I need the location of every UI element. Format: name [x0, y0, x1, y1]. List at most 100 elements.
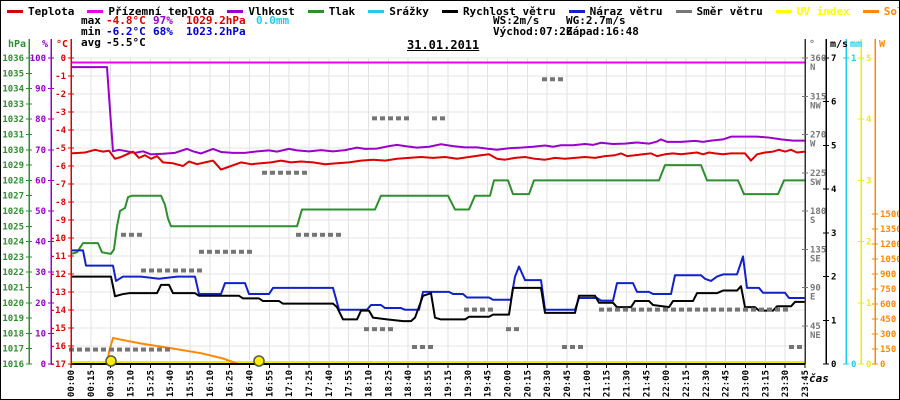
axis-tick-label-dir: 270 [810, 131, 826, 141]
axis-header-rain: mm [850, 39, 863, 50]
axis-tick-label-pres: 1024 [2, 238, 24, 248]
stats-value: -5.5°C [106, 36, 146, 49]
axis-tick-label-pres: 1025 [2, 222, 24, 232]
series-smer-vetru-dot [789, 345, 794, 349]
x-tick-label: 21:15 [603, 370, 613, 397]
axis-tick-label-temp: -9 [55, 216, 66, 226]
axis-tick-sublabel-dir: NW [810, 101, 821, 111]
axis-tick-sublabel-dir: NE [810, 331, 821, 341]
axis-tick-label-solar: 0 [880, 360, 885, 370]
x-tick-label: 00:30 [107, 370, 117, 397]
x-tick-label: 20:15 [523, 370, 533, 397]
series-smer-vetru-dot [117, 347, 122, 352]
series-smer-vetru-dot [783, 307, 788, 312]
x-tick-label: 16:25 [226, 370, 236, 397]
series-smer-vetru-dot [173, 268, 178, 273]
x-tick-label: 16:55 [265, 370, 275, 397]
axis-tick-label-uv: 2 [866, 238, 871, 248]
x-tick-label: 16:10 [206, 370, 216, 397]
series-teplota [70, 148, 806, 171]
axis-header-wind: m/s [830, 39, 849, 50]
series-smer-vetru-dot [578, 345, 583, 349]
axis-tick-label-temp: 0 [61, 54, 66, 64]
axis-tick-label-dir: 315 [810, 92, 826, 102]
x-tick-label: 23:45 [801, 370, 811, 397]
x-tick-label: 21:30 [622, 370, 632, 397]
series-smer-vetru-dot [428, 345, 433, 349]
series-smer-vetru-dot [623, 307, 628, 312]
legend: Teplota Přízemní teplota Vlhkost Tlak Srážky… [7, 5, 899, 18]
axis-tick-label-pres: 1026 [2, 207, 24, 217]
x-tick-label: 19:45 [484, 370, 494, 397]
series-smer-vetru-dot [149, 268, 154, 273]
series-smer-vetru-dot [372, 327, 377, 332]
x-tick-label: 20:30 [543, 370, 553, 397]
info-value: Západ:16:48 [566, 25, 639, 38]
legend-dash-uv-index [775, 10, 792, 13]
stats-label: max [81, 14, 101, 27]
axis-tick-label-pres: 1032 [2, 115, 24, 125]
x-axis-title: čas [809, 372, 829, 385]
x-tick-label: 15:10 [127, 370, 137, 397]
axis-tick-label-solar: 300 [880, 330, 896, 340]
axis-tick-sublabel-dir: SW [810, 178, 821, 188]
axis-tick-label-solar: 450 [880, 315, 896, 325]
axis-tick-label-wind: 1 [831, 316, 836, 326]
series-smer-vetru-dot [488, 307, 493, 312]
axis-tick-label-wind: 4 [831, 185, 837, 195]
stats-row-avg: avg -5.5°C [81, 37, 316, 48]
legend-label-srazky: Srážky [389, 5, 429, 18]
axis-tick-label-solar: 150 [880, 345, 896, 355]
axis-tick-label-wind: 5 [831, 141, 836, 151]
axis-tick-label-pres: 1033 [2, 100, 24, 110]
axis-tick-label-hum: 90 [35, 85, 46, 95]
series-smer-vetru-dot [412, 345, 417, 349]
x-tick-label: 00:15 [87, 370, 97, 397]
legend-item-srazky: Srážky [368, 5, 429, 18]
series-smer-vetru-dot [380, 327, 385, 332]
axis-tick-label-pres: 1023 [2, 253, 24, 263]
legend-label-uv-index: UV index [796, 5, 850, 18]
series-solar [71, 337, 805, 365]
axis-tick-label-wind: 0 [831, 360, 836, 370]
axis-tick-label-temp: -1 [55, 72, 66, 82]
stats-value: 68% [153, 25, 173, 38]
axis-tick-label-wind: 6 [831, 98, 836, 108]
legend-item-rychlost-vetru: Rychlost větru [441, 5, 556, 18]
axis-tick-label-rain: 0 [851, 360, 856, 370]
series-smer-vetru-dot [125, 347, 130, 352]
axis-tick-label-temp: -11 [50, 252, 66, 262]
legend-item-tlak: Tlak [307, 5, 355, 18]
series-smer-vetru-dot [558, 77, 563, 82]
axis-header-solar: W [879, 39, 886, 50]
x-tick-label: 00:00 [67, 370, 77, 397]
series-smer-vetru-dot [570, 345, 575, 349]
series-smer-vetru-dot [432, 116, 437, 121]
legend-item-naraz-vetru: Náraz větru [568, 5, 663, 18]
series-smer-vetru-dot [671, 307, 676, 312]
stats-label: avg [81, 36, 101, 49]
legend-dash-solar [862, 10, 879, 13]
series-smer-vetru-dot [304, 232, 309, 237]
axis-tick-label-hum: 30 [35, 268, 46, 278]
x-tick-label: 19:15 [444, 370, 454, 397]
stats-value: -6.2°C [106, 25, 146, 38]
stats-block: max -4.8°C 97% 1029.2hPa 0.0mm min -6.2°C 68% 10… [81, 15, 316, 48]
info-value: WG:2.7m/s [566, 14, 626, 27]
axis-tick-label-temp: -2 [55, 90, 66, 100]
axis-tick-label-solar: 1200 [880, 240, 900, 250]
axis-tick-label-solar: 1500 [880, 210, 900, 220]
axis-tick-label-uv: 1 [866, 299, 871, 309]
series-smer-vetru-dot [101, 347, 106, 352]
series-smer-vetru-dot [506, 327, 511, 332]
x-tick-label: 18:55 [424, 370, 434, 397]
series-smer-vetru-dot [599, 307, 604, 312]
chart-title: 31.01.2011 [407, 38, 480, 52]
series-smer-vetru-dot [133, 347, 138, 352]
series-smer-vetru-dot [404, 116, 409, 121]
axis-tick-label-hum: 80 [35, 115, 46, 125]
legend-item-solar: Solar [862, 5, 899, 18]
x-tick-label: 22:30 [702, 370, 712, 397]
axis-tick-sublabel-dir: W [810, 140, 816, 150]
series-rychlost-vetru [71, 275, 805, 323]
